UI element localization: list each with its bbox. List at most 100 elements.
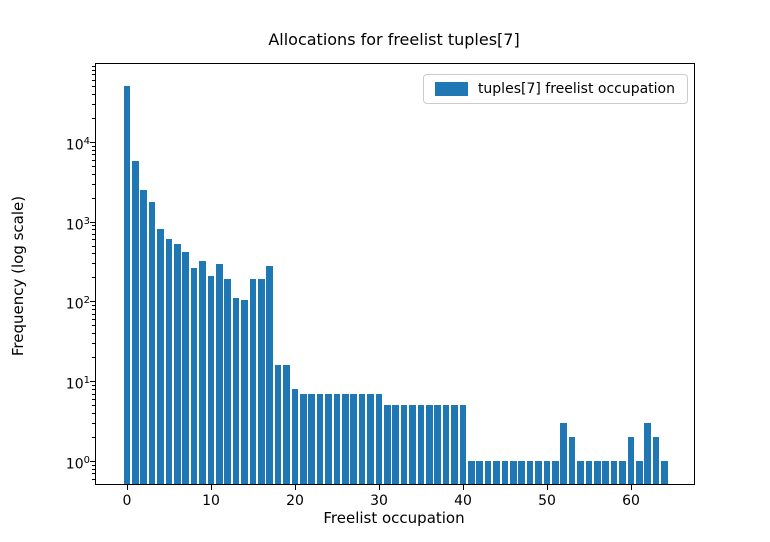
y-minor-tick (92, 398, 95, 400)
bar-x21 (300, 393, 307, 484)
y-tick (90, 221, 95, 223)
bar-x19 (283, 364, 290, 484)
y-minor-tick (92, 313, 95, 315)
bar-x24 (325, 393, 332, 484)
bar-x14 (241, 299, 248, 484)
bar-x45 (501, 461, 509, 484)
bar-x56 (594, 461, 601, 484)
bar-x8 (190, 268, 198, 484)
y-minor-tick (92, 473, 95, 475)
y-minor-tick (92, 79, 95, 81)
bar-x61 (636, 461, 643, 484)
y-minor-tick (92, 413, 95, 414)
y-minor-tick (92, 343, 95, 345)
y-minor-tick (92, 393, 95, 395)
bar-x7 (182, 251, 190, 484)
bar-x49 (535, 461, 542, 484)
bar-x9 (199, 261, 206, 484)
y-minor-tick (92, 149, 95, 151)
y-minor-tick (92, 145, 95, 147)
x-tick (463, 485, 464, 490)
bar-x33 (400, 405, 408, 484)
bar-x55 (585, 461, 593, 484)
y-minor-tick (92, 305, 95, 307)
bar-x27 (350, 393, 358, 484)
x-axis-label: Freelist occupation (323, 509, 465, 527)
bar-x5 (165, 239, 173, 484)
y-tick-label: 100 (65, 455, 90, 473)
y-minor-tick (92, 65, 95, 67)
y-minor-tick (92, 234, 95, 235)
y-minor-tick (92, 86, 95, 87)
y-tick-label: 102 (65, 295, 90, 314)
y-minor-tick (92, 437, 95, 438)
x-tick (211, 485, 212, 490)
y-minor-tick (92, 277, 95, 279)
bar-x41 (468, 461, 475, 484)
bar-x44 (493, 461, 500, 484)
x-tick-label: 50 (538, 493, 556, 509)
bar-x47 (518, 461, 526, 484)
y-minor-tick (92, 245, 95, 247)
y-minor-tick (92, 117, 95, 119)
y-minor-tick (92, 74, 95, 76)
y-tick (90, 381, 95, 383)
bar-x32 (392, 405, 400, 484)
y-minor-tick (92, 173, 95, 175)
y-tick-label: 101 (65, 375, 90, 393)
y-minor-tick (92, 388, 95, 390)
y-minor-tick (92, 159, 95, 161)
y-minor-tick (92, 309, 95, 311)
chart-title: Allocations for freelist tuples[7] (268, 30, 520, 49)
x-tick (295, 485, 296, 490)
y-minor-tick (92, 253, 95, 255)
bar-x23 (316, 393, 324, 484)
bar-x13 (232, 297, 240, 484)
bar-x26 (342, 393, 349, 484)
y-minor-tick (92, 384, 95, 386)
bar-x51 (552, 461, 559, 484)
legend-label: tuples[7] freelist occupation (477, 81, 675, 97)
bar-x39 (451, 405, 458, 484)
y-minor-tick (92, 197, 95, 199)
plot-area: tuples[7] freelist occupation 100 101 102 1… (66, 63, 695, 509)
bar-x54 (577, 461, 584, 484)
y-minor-tick (92, 464, 95, 466)
bar-x60 (627, 437, 635, 484)
bar-x10 (207, 275, 215, 484)
bar-x36 (426, 405, 433, 484)
y-minor-tick (92, 333, 95, 335)
bar-x48 (526, 461, 534, 484)
x-tick (379, 485, 380, 490)
y-minor-tick (92, 468, 95, 470)
y-minor-tick (92, 263, 95, 265)
bar-x42 (476, 461, 484, 484)
y-tick-label: 104 (65, 135, 90, 154)
bar-x1 (132, 160, 139, 484)
bar-x31 (384, 405, 391, 484)
bar-x37 (434, 405, 442, 484)
y-minor-tick (92, 183, 95, 185)
y-minor-tick (92, 229, 95, 231)
x-tick-label: 10 (202, 493, 220, 509)
y-minor-tick (92, 319, 95, 321)
bar-x40 (459, 405, 467, 484)
y-minor-tick (92, 239, 95, 241)
bar-x50 (543, 461, 551, 484)
y-minor-tick (92, 93, 95, 95)
bar-x62 (644, 422, 652, 484)
bar-x20 (291, 388, 299, 484)
bar-x18 (274, 364, 282, 484)
bar-x12 (224, 279, 232, 484)
y-tick (90, 301, 95, 303)
bar-x46 (510, 461, 517, 484)
y-tick (90, 461, 95, 462)
bar-x38 (442, 405, 450, 484)
bar-x28 (358, 393, 366, 484)
x-tick-label: 60 (622, 493, 640, 509)
bar-x53 (568, 437, 576, 484)
y-minor-tick (92, 478, 95, 480)
bar-x6 (174, 244, 181, 484)
y-axis-label: Frequency (log scale) (9, 195, 27, 357)
